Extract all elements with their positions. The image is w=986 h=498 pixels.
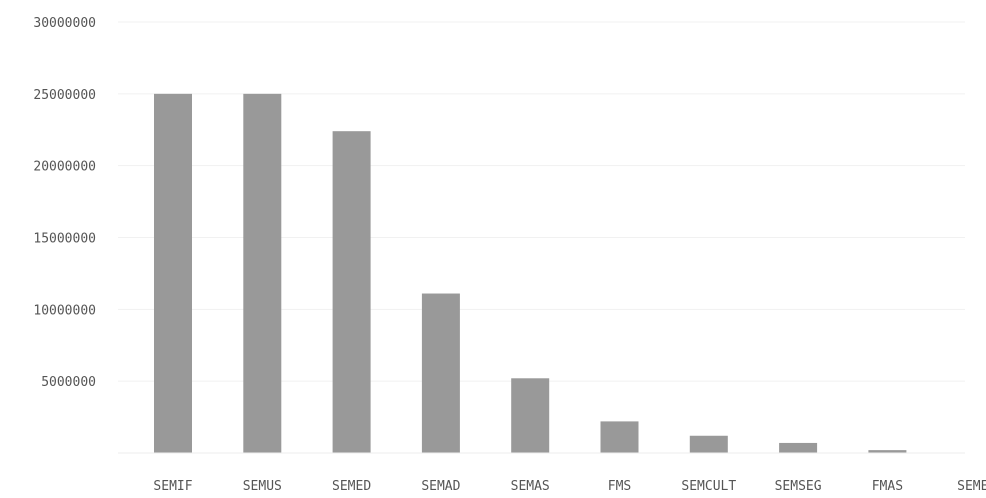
x-tick-label: SEMIF [153, 479, 192, 494]
bar-semed [332, 131, 371, 454]
x-tick-label: FMS [608, 479, 631, 494]
x-tick-label: SEMCULT [681, 479, 736, 494]
bar-semad [421, 293, 460, 453]
x-tick-label: SEMAD [421, 479, 460, 494]
bar-fmas [868, 450, 907, 453]
bar-semcult [689, 435, 728, 453]
x-tick-label: FMAS [872, 479, 903, 494]
y-tick-label: 5000000 [41, 375, 96, 390]
x-tick-label: SEMES [957, 479, 986, 494]
x-axis: SEMIF SEMUS SEMED SEMAD SEMAS FMS SEMCULT SEMSE… [118, 452, 986, 494]
x-tick-label: SEMUS [243, 479, 282, 494]
bar-semseg [779, 442, 818, 453]
x-tick-label: SEMAS [511, 479, 550, 494]
bar-semif [154, 93, 192, 453]
y-tick-label: 25000000 [33, 88, 96, 103]
y-axis: 5000000 10000000 15000000 20000000 25000000 3… [33, 16, 96, 390]
x-tick-label: SEMSEG [775, 479, 822, 494]
y-tick-label: 10000000 [33, 303, 96, 318]
y-tick-label: 30000000 [33, 16, 96, 31]
bar-semus [243, 93, 282, 453]
y-tick-label: 15000000 [33, 232, 96, 247]
bar-semas [511, 378, 550, 453]
y-tick-label: 20000000 [33, 160, 96, 175]
x-tick-label: SEMED [332, 479, 371, 494]
bars [154, 93, 907, 454]
bar-fms [600, 421, 639, 453]
